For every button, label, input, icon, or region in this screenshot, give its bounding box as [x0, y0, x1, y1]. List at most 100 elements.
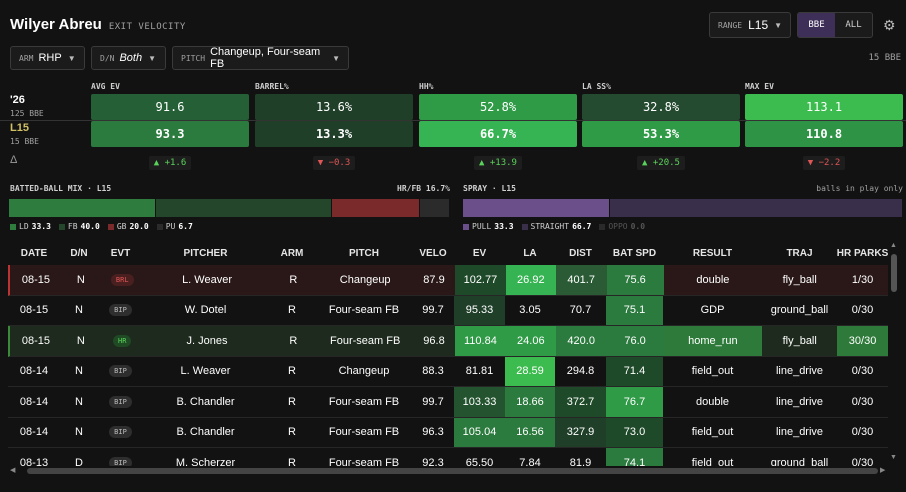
cell-pitch: Changeup — [339, 273, 391, 286]
cell-bat: 74.1 — [606, 448, 663, 466]
recent-label: L15 — [10, 122, 29, 134]
event-badge: BIP — [109, 395, 132, 408]
hrfb-rate: HR/FB 16.7% — [397, 184, 450, 193]
table-row[interactable]: 08-15 N BIP W. Dotel R Four-seam FB 99.7 95.33 3… — [8, 295, 888, 326]
cell-result: field_out — [691, 426, 734, 439]
mix-legend-item: GB 20.0 — [107, 222, 149, 231]
cell-bat: 73.0 — [606, 417, 663, 447]
cell-pitch: Four-seam FB — [330, 334, 401, 347]
legend-swatch — [463, 223, 469, 230]
cell-traj: line_drive — [775, 426, 824, 439]
cell-la: 18.66 — [505, 387, 555, 417]
scroll-up-icon[interactable]: ▲ — [890, 242, 897, 249]
table-row[interactable]: 08-14 N BIP B. Chandler R Four-seam FB 99.7 103… — [8, 387, 888, 418]
recent-bbe: 15 BBE — [10, 137, 39, 146]
cell-velo: 92.3 — [422, 456, 444, 466]
column-header-evt[interactable]: EVT — [110, 247, 131, 259]
scroll-left-icon[interactable]: ◀ — [10, 467, 16, 474]
gear-icon[interactable]: ⚙ — [883, 17, 896, 33]
pitch-filter[interactable]: PITCH Changeup, Four-seam FB ▼ — [172, 46, 349, 70]
column-header-pitch[interactable]: PITCH — [349, 247, 379, 259]
metric-label: MAX EV — [745, 82, 774, 91]
table-row[interactable]: 08-15 N HR J. Jones R Four-seam FB 96.8 110.84 2… — [8, 326, 888, 357]
cell-evt: HR — [100, 326, 145, 356]
column-header-arm[interactable]: ARM — [280, 247, 304, 259]
mix-legend-item: LD 33.3 — [10, 222, 51, 231]
cell-evt: BIP — [98, 357, 143, 387]
cell-date: 08-15 — [21, 273, 50, 286]
metric-delta-cell: ▲ +1.6 — [91, 152, 249, 170]
cell-dn: D — [75, 456, 83, 466]
season-label-group: '26 125 BBE — [10, 94, 44, 118]
vertical-scrollbar[interactable]: ▲ ▼ — [890, 242, 898, 473]
metric-0: AVG EV 91.6 93.3 ▲ +1.6 — [91, 82, 249, 170]
vertical-scroll-thumb[interactable] — [891, 254, 897, 292]
legend-swatch — [10, 223, 16, 230]
range-select[interactable]: RANGE L15 ▼ — [709, 12, 791, 38]
table-row[interactable]: 08-15 N BRL L. Weaver R Changeup 87.9 102.77 26.… — [8, 265, 888, 296]
legend-swatch — [107, 223, 114, 230]
cell-ev: 81.81 — [465, 365, 494, 378]
legend-swatch — [156, 223, 163, 230]
cell-pitcher: B. Chandler — [176, 426, 235, 439]
chevron-down-icon: ▼ — [332, 53, 340, 63]
legend-swatch — [599, 223, 606, 230]
cell-pitcher: L. Weaver — [180, 365, 231, 378]
column-header-result[interactable]: RESULT — [692, 247, 733, 259]
legend-value: 6.7 — [178, 222, 193, 231]
column-header-velo[interactable]: VELO — [419, 247, 447, 259]
metric-label: AVG EV — [91, 82, 120, 91]
cell-dist: 327.9 — [555, 417, 606, 447]
horizontal-scroll-thumb[interactable] — [27, 468, 878, 474]
cell-date: 08-14 — [19, 365, 49, 378]
mix-legend: LD 33.3 FB 40.0 GB 20.0 PU 6.7 — [10, 222, 201, 231]
table-header: DATE D/N EVT PITCHER ARM PITCH VELO EV LA DIST BAT… — [8, 241, 888, 265]
toggle-bbe[interactable]: BBE — [798, 13, 835, 37]
cell-hrp: 1/30 — [851, 273, 874, 286]
cell-evt: BIP — [98, 296, 143, 326]
toggle-all[interactable]: ALL — [845, 20, 862, 30]
delta-label: Δ — [10, 154, 18, 166]
spray-legend-item: STRAIGHT 66.7 — [521, 222, 591, 231]
arm-filter-value: RHP — [38, 52, 62, 64]
event-badge: BIP — [109, 304, 132, 317]
table-row[interactable]: 08-14 N BIP L. Weaver R Changeup 88.3 81.81 28.5… — [8, 356, 888, 387]
column-header-hrp[interactable]: HR PARKS — [837, 247, 888, 259]
legend-name: PULL — [472, 222, 492, 231]
mix-bar — [9, 199, 450, 217]
dn-filter-value: Both — [119, 52, 143, 64]
cell-la: 3.05 — [519, 304, 541, 317]
column-header-traj[interactable]: TRAJ — [786, 247, 813, 259]
metric-delta: ▼ −0.3 — [312, 156, 356, 170]
cell-ev: 65.50 — [465, 456, 494, 466]
cell-dist: 294.8 — [566, 365, 595, 378]
cell-result: home_run — [663, 326, 763, 356]
table-row[interactable]: 08-14 N BIP B. Chandler R Four-seam FB 96.3 105… — [8, 417, 888, 448]
cell-date: 08-15 — [19, 304, 49, 317]
column-header-date[interactable]: DATE — [20, 247, 48, 259]
column-header-bat[interactable]: BAT SPD — [612, 247, 657, 259]
table-row[interactable]: 08-13 D BIP M. Scherzer R Four-seam FB 92.3 65.… — [8, 448, 888, 466]
cell-pitcher: B. Chandler — [176, 395, 235, 408]
cell-bat: 76.0 — [606, 326, 664, 356]
arm-filter[interactable]: ARM RHP ▼ — [10, 46, 85, 70]
metric-season-value: 91.6 — [91, 94, 249, 120]
cell-arm: R — [288, 456, 296, 466]
column-header-la[interactable]: LA — [523, 247, 537, 259]
horizontal-scrollbar[interactable]: ◀ ▶ — [8, 466, 888, 476]
scroll-right-icon[interactable]: ▶ — [880, 467, 886, 474]
metric-delta-cell: ▲ +13.9 — [419, 152, 577, 170]
column-header-pitcher[interactable]: PITCHER — [183, 247, 228, 259]
event-badge: BRL — [110, 273, 134, 286]
cell-velo: 96.8 — [423, 334, 445, 347]
spray-legend-item: PULL 33.3 — [463, 222, 514, 231]
column-header-dn[interactable]: D/N — [70, 247, 88, 259]
scroll-down-icon[interactable]: ▼ — [890, 454, 897, 461]
dn-filter[interactable]: D/N Both ▼ — [91, 46, 166, 70]
column-header-dist[interactable]: DIST — [569, 247, 592, 259]
cell-date: 08-15 — [21, 334, 50, 347]
cell-la: 24.06 — [505, 326, 556, 356]
cell-ev: 95.33 — [454, 295, 505, 325]
season-label: '26 — [10, 94, 25, 106]
column-header-ev[interactable]: EV — [472, 247, 487, 259]
